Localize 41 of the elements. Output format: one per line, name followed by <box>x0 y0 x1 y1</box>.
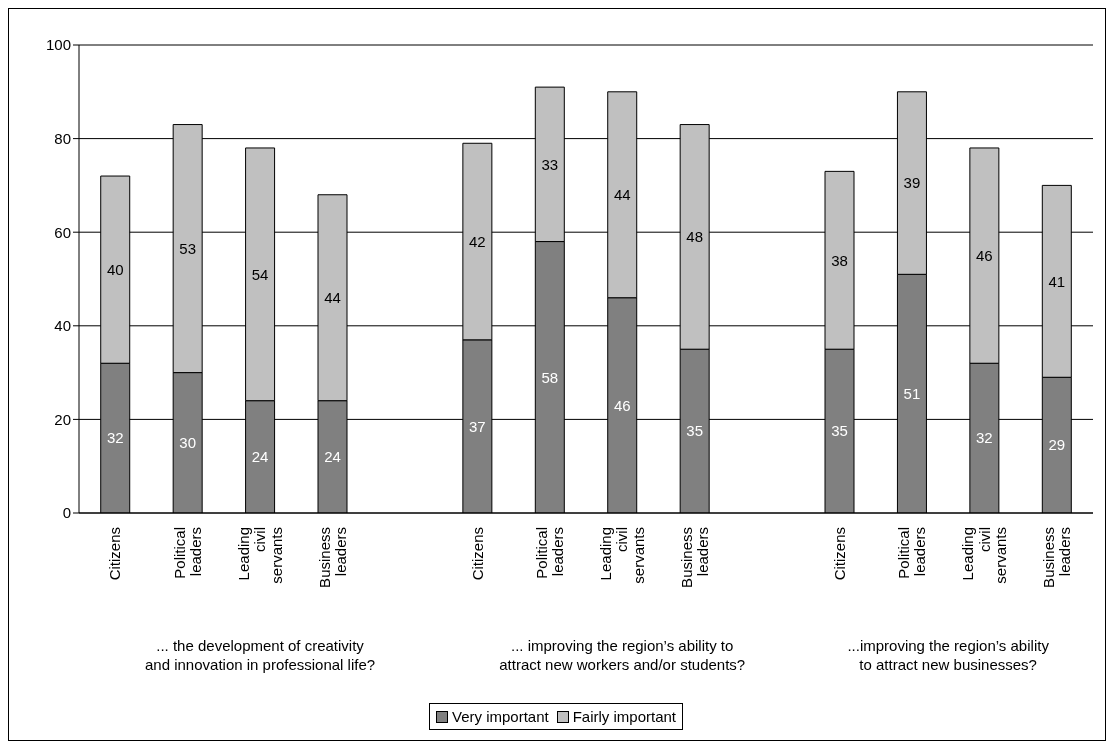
x-tick-label: Political leaders <box>894 527 929 579</box>
data-label: 54 <box>251 265 269 283</box>
x-tick-label: Citizens <box>468 527 486 581</box>
data-label: 30 <box>179 434 196 452</box>
data-label: 44 <box>324 289 341 307</box>
y-tick-label: 60 <box>54 223 71 241</box>
data-label: 32 <box>976 429 993 447</box>
legend-label: Very important <box>450 708 549 725</box>
x-tick-label: Political leaders <box>532 527 567 579</box>
text: ... the development of creativity and innovation in professional life? <box>144 637 376 673</box>
data-label: 35 <box>686 422 703 440</box>
text: ... improving the region’s ability to attract new workers and/or students? <box>499 637 746 673</box>
data-label: 58 <box>541 368 559 386</box>
data-label: 44 <box>613 186 631 204</box>
data-label: 38 <box>831 251 848 269</box>
data-label: 32 <box>106 429 124 447</box>
data-label: 53 <box>179 239 196 257</box>
data-label: 33 <box>541 155 559 173</box>
data-label: 51 <box>903 384 921 402</box>
y-tick-label: 80 <box>54 129 71 147</box>
data-label: 24 <box>251 448 269 466</box>
y-tick-label: 100 <box>45 36 71 54</box>
data-label: 35 <box>831 422 848 440</box>
x-tick-label: Political leaders <box>170 527 205 579</box>
data-label: 46 <box>613 396 631 414</box>
data-label: 41 <box>1048 272 1066 290</box>
data-label: 37 <box>469 417 486 435</box>
text: ...improving the region’s ability to attract new businesses? <box>847 637 1050 673</box>
y-tick-label: 20 <box>54 410 71 428</box>
x-tick-label: Citizens <box>830 527 848 581</box>
data-label: 24 <box>324 448 341 466</box>
data-label: 39 <box>903 174 921 192</box>
data-label: 48 <box>686 228 703 246</box>
x-tick-label: Citizens <box>106 527 124 581</box>
data-label: 42 <box>469 232 486 250</box>
data-label: 46 <box>976 246 993 264</box>
legend-label: Fairly important <box>571 708 677 725</box>
data-label: 29 <box>1048 436 1066 454</box>
y-tick-label: 40 <box>54 317 71 335</box>
y-tick-label: 0 <box>62 504 71 522</box>
data-label: 40 <box>106 260 124 278</box>
